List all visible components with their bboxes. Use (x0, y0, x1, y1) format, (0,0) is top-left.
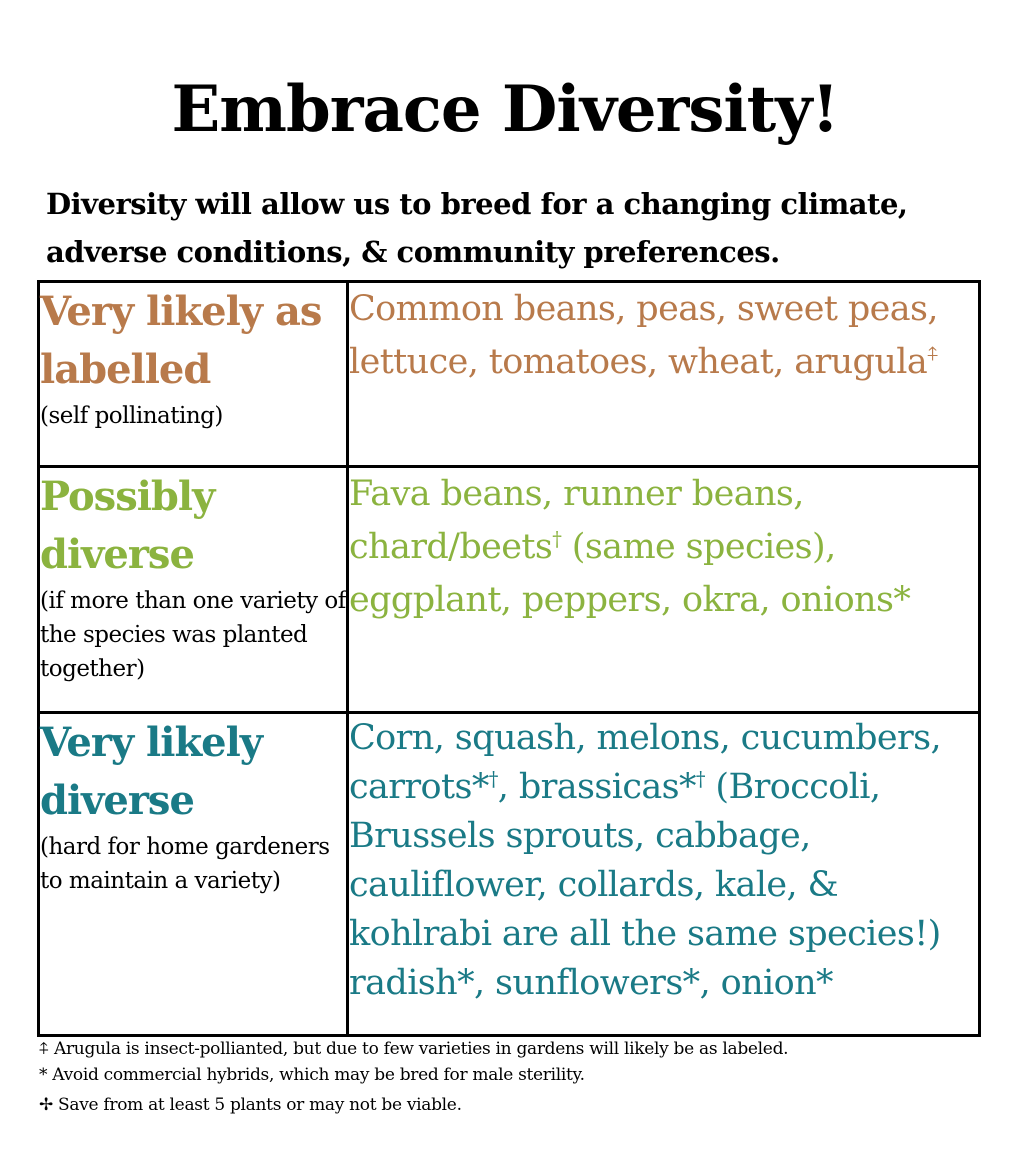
crops-text: Corn, squash, melons, cucumbers, carrots… (349, 718, 942, 807)
crops-text: Fava beans, runner beans, chard/beets (349, 474, 804, 567)
viability-footnote-mark: † (552, 527, 562, 551)
crops-text: Common beans, peas, sweet peas, lettuce,… (349, 289, 939, 382)
crops-list-very-likely-diverse: Corn, squash, melons, cucumbers, carrots… (349, 714, 978, 1008)
category-label-self-pollinating: Very likely as labelled (40, 288, 322, 393)
category-note: (self pollinating) (40, 403, 223, 429)
crops-text: (Broccoli, Brussels sprouts, cabbage, ca… (349, 767, 941, 1003)
footnote-arugula: ⍏ Arugula is insect-pollianted, but due … (39, 1039, 789, 1059)
crops-cell: Fava beans, runner beans, chard/beets† (… (346, 465, 981, 714)
category-cell: Very likely diverse (hard for home garde… (37, 711, 349, 1037)
viability-footnote-mark: † (488, 767, 499, 791)
crops-list-self-pollinating: Common beans, peas, sweet peas, lettuce,… (349, 283, 978, 389)
footnote-hybrids: * Avoid commercial hybrids, which may be… (39, 1065, 585, 1085)
crops-text: (same species), eggplant, peppers, okra,… (349, 527, 911, 620)
category-cell: Very likely as labelled (self pollinatin… (37, 280, 349, 468)
table-row: Possibly diverse (if more than one varie… (37, 465, 981, 714)
category-note: (hard for home gardeners to maintain a v… (40, 834, 330, 894)
crops-list-possibly-diverse: Fava beans, runner beans, chard/beets† (… (349, 468, 978, 627)
arugula-footnote-mark: ⍏ (927, 342, 939, 366)
category-label-possibly-diverse: Possibly diverse (40, 473, 215, 578)
poster-subtitle: Diversity will allow us to breed for a c… (46, 187, 908, 269)
category-note: (if more than one variety of the species… (40, 588, 346, 682)
crops-cell: Corn, squash, melons, cucumbers, carrots… (346, 711, 981, 1037)
crops-cell: Common beans, peas, sweet peas, lettuce,… (346, 280, 981, 468)
diversity-table: Very likely as labelled (self pollinatin… (37, 280, 981, 1037)
poster-title: Embrace Diversity! (171, 72, 839, 147)
table-row: Very likely as labelled (self pollinatin… (37, 280, 981, 468)
footnote-viability: ✢ Save from at least 5 plants or may not… (39, 1095, 462, 1115)
viability-footnote-mark: † (695, 767, 706, 791)
category-label-very-likely-diverse: Very likely diverse (40, 719, 263, 824)
footnotes: ⍏ Arugula is insect-pollianted, but due … (39, 1036, 989, 1118)
crops-text: , brassicas* (497, 767, 697, 807)
category-cell: Possibly diverse (if more than one varie… (37, 465, 349, 714)
table-row: Very likely diverse (hard for home garde… (37, 711, 981, 1037)
